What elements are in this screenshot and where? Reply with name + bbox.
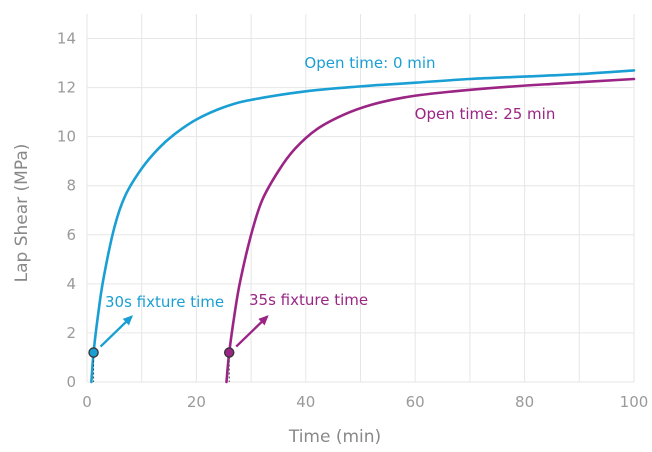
y-tick-2: 2 (66, 324, 76, 342)
annotation-3: 35s fixture time (249, 291, 368, 309)
y-axis-label: Lap Shear (MPa) (12, 144, 32, 283)
series-layer (90, 69, 636, 384)
x-tick-0: 0 (82, 393, 92, 411)
y-tick-10: 10 (57, 128, 76, 146)
x-tick-60: 60 (406, 393, 425, 411)
x-axis-label: Time (min) (288, 427, 381, 447)
y-tick-6: 6 (66, 226, 76, 244)
fixture-arrowhead-1 (258, 315, 269, 326)
annotation-0: Open time: 0 min (304, 54, 435, 72)
x-tick-20: 20 (187, 393, 206, 411)
fixture-marker-0 (88, 347, 99, 358)
fixture-arrowhead-0 (122, 315, 134, 326)
tick-labels: 0 2 4 6 8 10 12 14 0 20 40 60 80 100 (57, 30, 648, 411)
fixture-marker-1 (223, 347, 235, 358)
annotation-2: 30s fixture time (105, 293, 224, 311)
y-tick-0: 0 (66, 373, 76, 391)
series-line-0 (90, 69, 636, 384)
marker-layer (88, 315, 269, 382)
x-tick-40: 40 (296, 393, 315, 411)
annotation-1: Open time: 25 min (415, 105, 556, 123)
y-tick-14: 14 (57, 30, 76, 48)
x-tick-100: 100 (620, 393, 649, 411)
y-tick-12: 12 (57, 79, 76, 97)
x-tick-80: 80 (515, 393, 534, 411)
grid (86, 14, 635, 383)
annotation-layer: Open time: 0 min Open time: 25 min 30s fix… (105, 54, 555, 311)
y-tick-4: 4 (66, 275, 76, 293)
series-line-1 (225, 77, 636, 384)
y-tick-8: 8 (66, 177, 76, 195)
